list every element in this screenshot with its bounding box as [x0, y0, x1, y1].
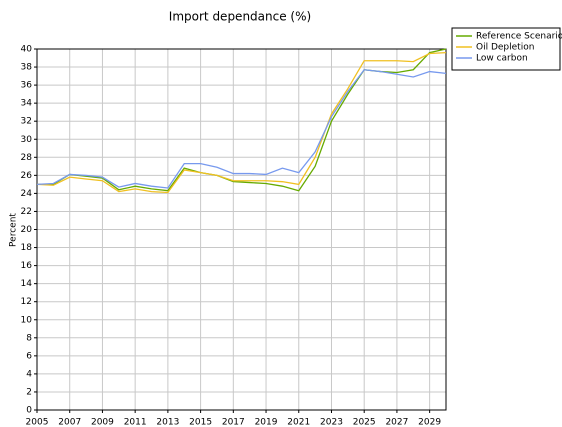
- series-line: [36, 51, 447, 194]
- y-tick-label: 20: [21, 225, 33, 235]
- y-tick-label: 6: [26, 351, 32, 361]
- y-tick-label: 32: [21, 117, 32, 127]
- x-tick-label: 2013: [156, 418, 179, 427]
- x-tick-label: 2023: [320, 418, 343, 427]
- x-tick-label: 2017: [222, 418, 245, 427]
- y-tick-label: 14: [21, 279, 33, 289]
- y-tick-label: 10: [21, 315, 33, 325]
- y-tick-label: 28: [21, 153, 33, 163]
- y-tick-label: 16: [21, 261, 33, 271]
- x-tick-label: 2005: [26, 418, 49, 427]
- series-line: [37, 48, 447, 192]
- y-tick-label: 26: [21, 171, 33, 181]
- y-tick-label: 30: [21, 135, 33, 145]
- y-tick-label: 36: [21, 81, 33, 91]
- y-axis-label: Percent: [9, 213, 19, 247]
- y-tick-label: 22: [21, 207, 32, 217]
- y-tick-label: 8: [26, 333, 32, 343]
- y-tick-label: 40: [21, 45, 33, 55]
- x-tick-label: 2027: [385, 418, 408, 427]
- x-tick-label: 2029: [418, 418, 441, 427]
- legend-label: Low carbon: [476, 54, 528, 64]
- x-tick-label: 2019: [255, 418, 278, 427]
- y-tick-label: 2: [26, 387, 32, 397]
- y-tick-label: 34: [21, 99, 33, 109]
- x-tick-label: 2011: [124, 418, 147, 427]
- series-line: [36, 69, 447, 189]
- y-tick-label: 4: [26, 369, 32, 379]
- plot-frame: [36, 48, 447, 411]
- y-tick-label: 24: [21, 189, 33, 199]
- x-tick-label: 2007: [58, 418, 81, 427]
- legend-box: [451, 27, 561, 71]
- legend-label: Oil Depletion: [476, 43, 534, 53]
- y-tick-label: 12: [21, 297, 32, 307]
- y-tick-label: 0: [26, 406, 32, 416]
- legend-label: Reference Scenario: [476, 32, 562, 42]
- chart-title: Import dependance (%): [169, 10, 311, 24]
- y-tick-label: 18: [21, 243, 33, 253]
- x-tick-label: 2009: [91, 418, 114, 427]
- x-tick-label: 2015: [189, 418, 212, 427]
- y-tick-label: 38: [21, 63, 33, 73]
- x-tick-label: 2025: [353, 418, 376, 427]
- x-tick-label: 2021: [287, 418, 310, 427]
